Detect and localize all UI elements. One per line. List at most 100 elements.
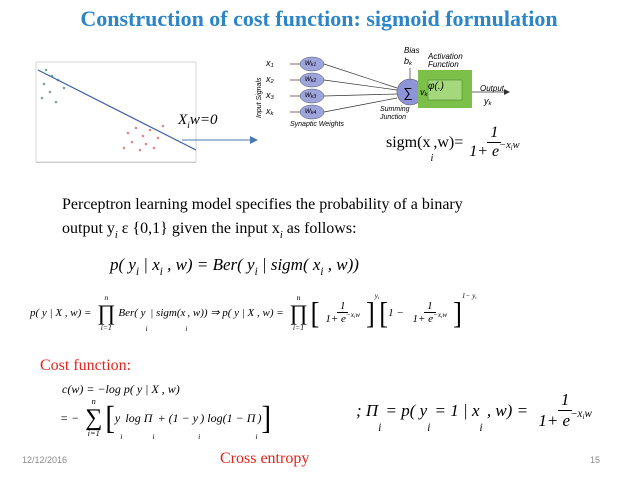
text: ; Π [356,400,379,420]
text: φ(.) [428,81,444,92]
text: p( y | X , w) = [30,306,95,319]
subscript: k [270,111,274,118]
subscript: k3 [310,94,317,101]
text: w [305,74,311,83]
diagram-label: Synaptic Weights [290,121,344,128]
subscript: i [510,145,513,153]
text: | sigm( x [257,255,321,274]
diagram-label: w k4 [305,106,316,116]
subscript: i [427,421,431,434]
text: 1 [339,300,346,313]
plot-frame [35,61,197,163]
text: −x [433,311,442,320]
subscript: i [279,229,283,241]
subscript: i [479,421,483,434]
text: X [178,112,188,128]
text: 1+ e [538,411,571,430]
operator-symbol: ∑ [85,405,103,432]
subscript: k [409,61,412,68]
date: 12/12/2016 [22,455,68,465]
numerator: 1 [487,124,502,143]
cross-entropy: Cross entropy [220,450,310,467]
axis-ticks [36,162,196,163]
text: = − [60,410,83,425]
text: , w)) [323,255,359,274]
operator: n ∏ i=1 [97,294,115,331]
text: 1− y [461,291,476,300]
weight-nodes [299,56,325,120]
bracket: ] [453,295,462,330]
text: −x [570,407,583,420]
decision-line [37,69,197,151]
subscript: i [441,314,443,320]
arrow-head [250,136,258,144]
operator-symbol: ∏ [289,299,308,325]
text: ) log(1 − Π [200,410,256,425]
text: Ber( y [118,306,146,319]
fraction: 1 1+ e −x i w [535,390,595,431]
text: w=0 [189,112,218,128]
text: Synaptic Weights [290,121,344,128]
superscript: −x i w [499,139,519,153]
text: as follows: [282,220,357,237]
lower-limit: i=1 [292,322,305,332]
cost-formula: c(w) = −log p( y | X , w) [62,382,180,397]
denominator: 1+ e −x i w [322,311,363,325]
diagram-label: w k1 [305,58,316,68]
subscript: i [320,265,324,278]
numerator: 1 [336,300,349,314]
text: output y [62,220,115,237]
cost-heading: Cost function: [40,357,132,374]
superscript: −x i w [433,311,447,320]
text: −x [345,311,354,320]
text: log Π [122,410,153,425]
denominator: 1+ e −x i w [410,311,451,325]
sigmoid-formula: sigm(x i ,w)= 1 1+ e −x i w [386,124,526,164]
text: −x [499,139,511,151]
subscript: i [430,152,434,164]
operator: n ∑ i=1 [85,397,103,439]
paragraph-line: Perceptron learning model specifies the … [62,196,463,214]
bracket: [ [105,399,115,437]
text: b [404,56,410,66]
text: c(w) = −log p( y | X , w) [62,382,180,396]
lower-limit: i=1 [87,429,100,439]
text: x [266,106,271,116]
superscript: −x i w [345,311,360,320]
text: = 1 | x [430,400,480,420]
text: x [266,74,271,84]
text: w [305,58,311,67]
text: , w) = Ber( y [162,255,255,274]
superscript: −x i w [570,407,592,421]
text: x [266,90,271,100]
text: Activation [428,52,463,61]
operator-symbol: ∏ [97,299,116,325]
subscript: i [377,295,380,301]
subscript: i [254,265,258,278]
slide-title: Construction of cost function: sigmoid f… [80,6,558,31]
diagram-label: Summing [380,106,410,113]
diagram-label: w k3 [305,90,317,101]
diagram-label: w k2 [305,74,316,84]
text: 1 [427,300,433,313]
subscript: i [145,325,148,334]
text: Function [428,60,459,69]
text: ε {0,1} given the input x [117,220,280,237]
bracket: [ [310,295,320,330]
text: sigm(x [386,133,431,151]
upper-limit: n [296,293,301,302]
fraction: 1 1+ e −x i w [466,124,522,161]
